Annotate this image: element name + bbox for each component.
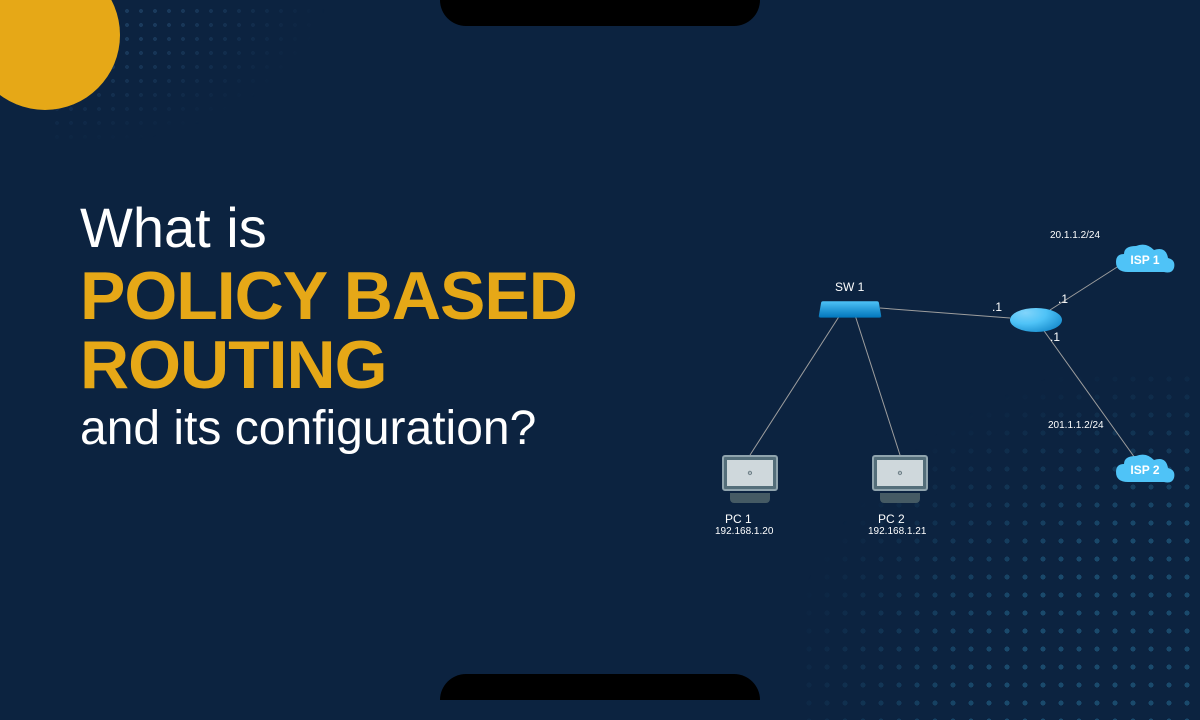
title-line2b: ROUTING: [80, 333, 577, 398]
title-line1: What is: [80, 200, 577, 256]
pc1-label: PC 1: [725, 512, 752, 526]
router-iface-bottom: .1: [1050, 330, 1060, 344]
network-diagram: SW 1 .1 .1 .1 ⚙ PC 1 192.168.1.20 ⚙ PC 2…: [630, 200, 1190, 540]
pc2-icon: ⚙: [870, 455, 930, 510]
pc2-label: PC 2: [878, 512, 905, 526]
switch-label: SW 1: [835, 280, 864, 294]
isp1-cloud-icon: ISP 1: [1110, 240, 1180, 280]
pc1-icon: ⚙: [720, 455, 780, 510]
decorative-tab-top: [440, 0, 760, 26]
isp2-label: ISP 2: [1130, 463, 1159, 477]
router-iface-top: .1: [1058, 292, 1068, 306]
pc2-ip: 192.168.1.21: [868, 526, 926, 537]
pc1-ip: 192.168.1.20: [715, 526, 773, 537]
decorative-tab-bottom: [440, 674, 760, 700]
router-iface-left: .1: [992, 300, 1002, 314]
title-block: What is POLICY BASED ROUTING and its con…: [80, 200, 577, 453]
isp2-cloud-icon: ISP 2: [1110, 450, 1180, 490]
title-line3: and its configuration?: [80, 405, 577, 453]
router-icon: [1010, 308, 1062, 332]
isp1-label: ISP 1: [1130, 253, 1159, 267]
switch-icon: [820, 300, 880, 318]
isp2-subnet: 201.1.1.2/24: [1048, 420, 1104, 431]
isp1-subnet: 20.1.1.2/24: [1050, 230, 1100, 241]
title-line2a: POLICY BASED: [80, 264, 577, 329]
